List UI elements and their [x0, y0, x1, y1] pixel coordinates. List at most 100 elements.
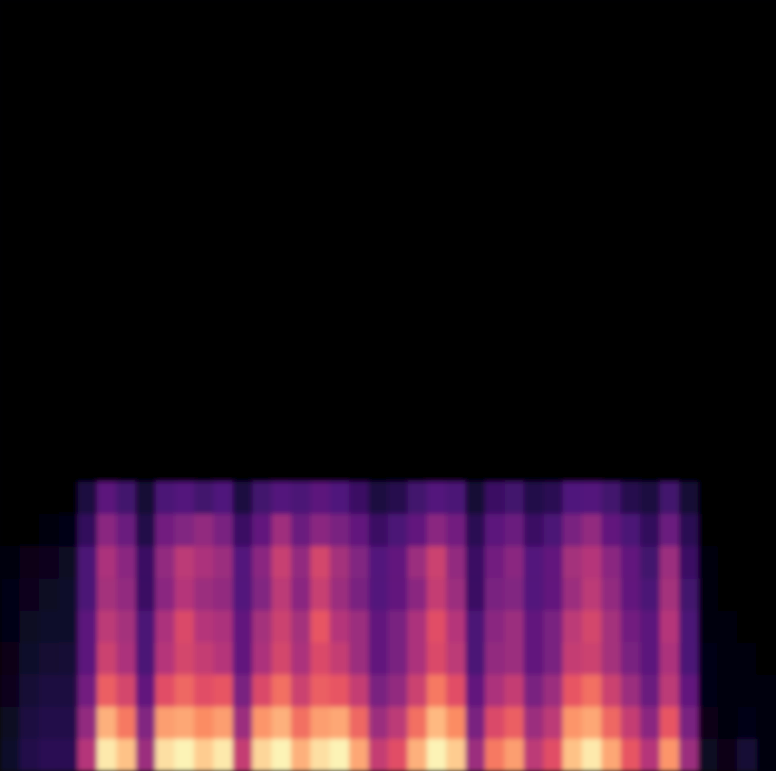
cell — [213, 64, 233, 97]
cell — [0, 321, 20, 354]
cell — [0, 739, 20, 771]
cell — [427, 321, 447, 354]
cell — [757, 96, 776, 129]
cell — [601, 32, 621, 65]
cell — [58, 450, 78, 483]
cell — [679, 546, 699, 579]
cell — [524, 418, 544, 451]
cell — [155, 161, 175, 194]
cell — [466, 578, 486, 611]
cell — [78, 289, 98, 322]
cell — [485, 257, 505, 290]
cell — [349, 707, 369, 740]
cell — [446, 289, 466, 322]
cell — [660, 161, 680, 194]
cell — [718, 610, 738, 643]
cell — [97, 129, 117, 162]
cell — [349, 386, 369, 419]
cell — [446, 32, 466, 65]
cell — [737, 707, 757, 740]
cell — [446, 96, 466, 129]
cell — [504, 129, 524, 162]
cell — [58, 610, 78, 643]
cell — [466, 739, 486, 771]
cell — [640, 321, 660, 354]
cell — [97, 225, 117, 258]
cell — [679, 578, 699, 611]
cell — [466, 450, 486, 483]
cell — [466, 225, 486, 258]
cell — [39, 353, 59, 386]
cell — [252, 161, 272, 194]
cell — [291, 225, 311, 258]
cell — [757, 64, 776, 97]
cell — [698, 321, 718, 354]
cell — [0, 257, 20, 290]
cell — [679, 610, 699, 643]
cell — [640, 257, 660, 290]
cell — [116, 643, 136, 676]
cell — [97, 578, 117, 611]
cell — [407, 546, 427, 579]
cell — [233, 675, 253, 708]
cell — [621, 482, 641, 515]
cell — [330, 257, 350, 290]
cell — [466, 289, 486, 322]
cell — [640, 0, 660, 33]
cell — [427, 257, 447, 290]
cell — [737, 675, 757, 708]
cell — [757, 675, 776, 708]
cell — [446, 482, 466, 515]
cell — [737, 386, 757, 419]
cell — [582, 739, 602, 771]
cell — [175, 675, 195, 708]
cell — [136, 739, 156, 771]
cell — [601, 321, 621, 354]
cell — [660, 578, 680, 611]
cell — [504, 418, 524, 451]
cell — [388, 386, 408, 419]
cell — [369, 482, 389, 515]
cell — [291, 707, 311, 740]
cell — [136, 64, 156, 97]
cell — [601, 546, 621, 579]
cell — [39, 610, 59, 643]
cell — [330, 161, 350, 194]
cell — [757, 643, 776, 676]
cell — [97, 289, 117, 322]
cell — [19, 707, 39, 740]
cell — [504, 675, 524, 708]
cell — [621, 418, 641, 451]
cell — [524, 546, 544, 579]
cell — [524, 450, 544, 483]
cell — [175, 96, 195, 129]
cell — [19, 64, 39, 97]
cell — [718, 546, 738, 579]
cell — [543, 514, 563, 547]
cell — [78, 257, 98, 290]
cell — [369, 161, 389, 194]
cell — [39, 193, 59, 226]
cell — [621, 257, 641, 290]
cell — [621, 225, 641, 258]
cell — [698, 0, 718, 33]
cell — [175, 0, 195, 33]
cell — [757, 610, 776, 643]
cell — [39, 578, 59, 611]
cell — [58, 161, 78, 194]
cell — [369, 546, 389, 579]
cell — [660, 32, 680, 65]
cell — [543, 96, 563, 129]
cell — [272, 578, 292, 611]
cell — [0, 386, 20, 419]
cell — [291, 289, 311, 322]
cell — [78, 643, 98, 676]
cell — [524, 289, 544, 322]
cell — [563, 386, 583, 419]
cell — [679, 289, 699, 322]
cell — [272, 610, 292, 643]
cell — [757, 707, 776, 740]
cell — [640, 225, 660, 258]
cell — [504, 32, 524, 65]
cell — [369, 32, 389, 65]
